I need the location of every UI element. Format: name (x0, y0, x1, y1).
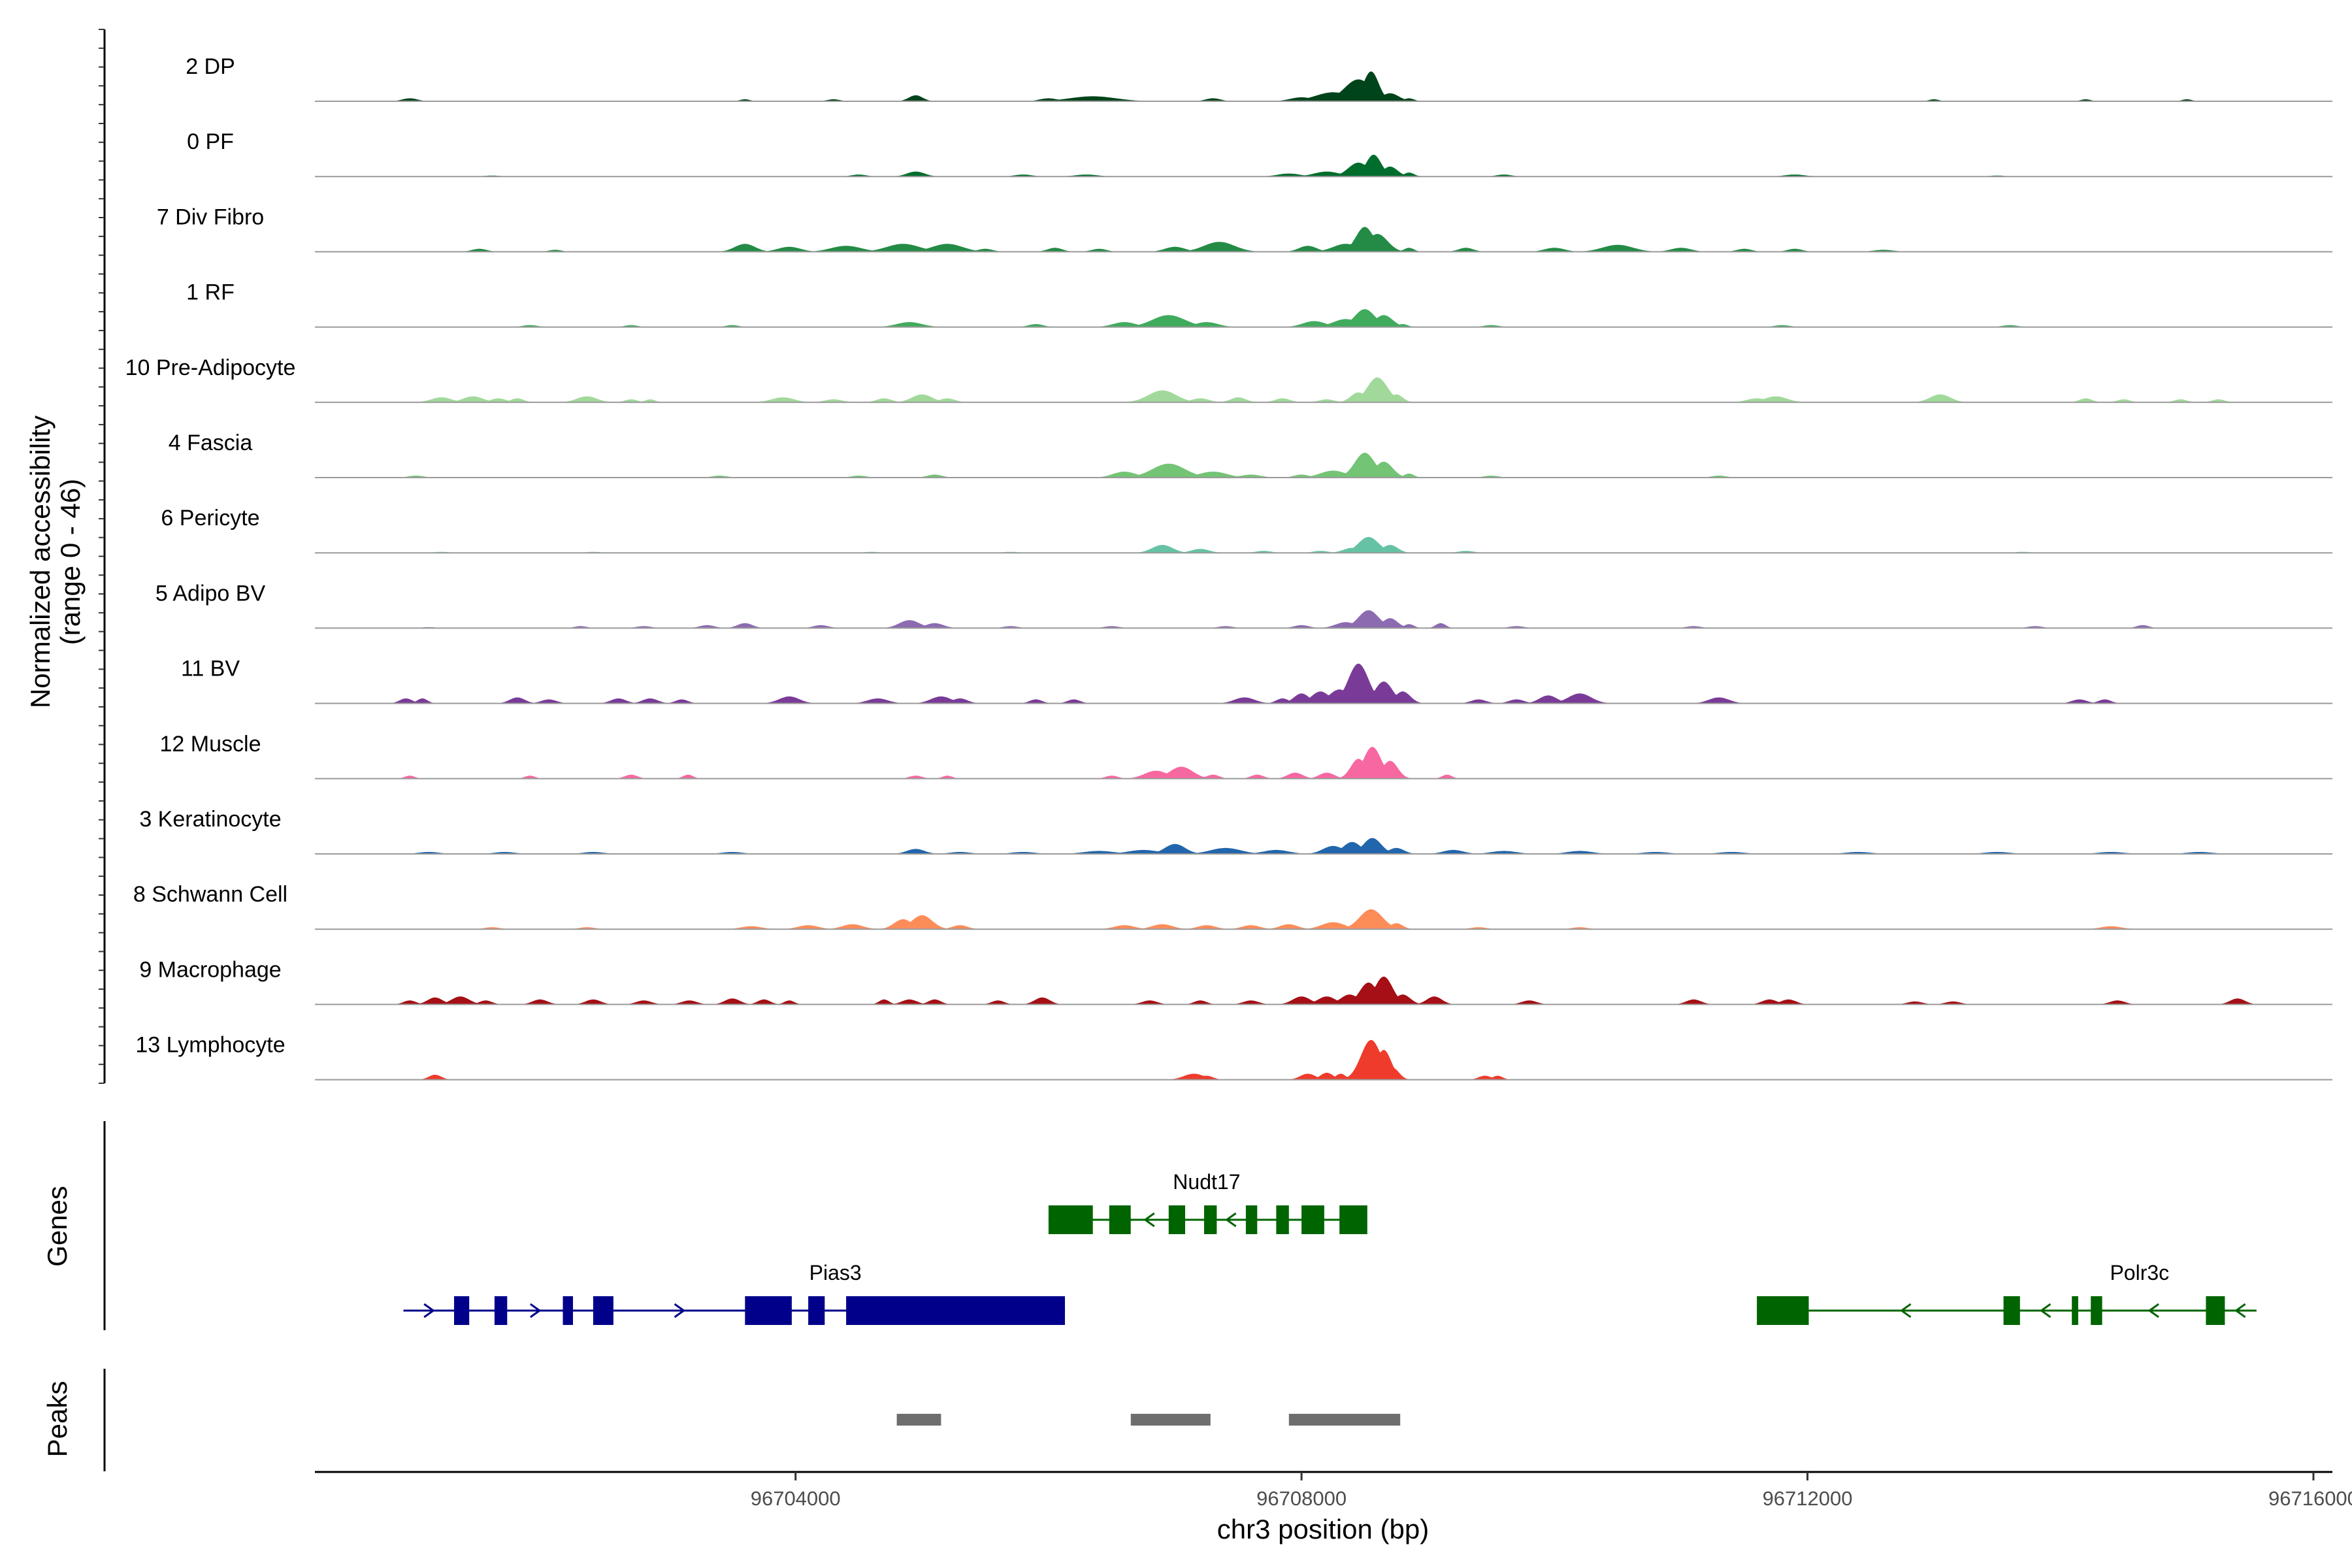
track-9-macrophage: 9 Macrophage (139, 957, 2333, 1005)
coverage-area (315, 747, 2333, 779)
track-8-schwann-cell: 8 Schwann Cell (133, 882, 2333, 930)
track-0-pf: 0 PF (187, 129, 2333, 178)
track-5-adipo-bv: 5 Adipo BV (155, 581, 2333, 629)
track-6-pericyte: 6 Pericyte (161, 506, 2333, 554)
coverage-area (315, 976, 2333, 1005)
gene-exon (2091, 1296, 2102, 1325)
gene-name: Polr3c (2110, 1261, 2169, 1284)
x-tick-label: 96712000 (1763, 1487, 1853, 1510)
peaks-panel: Peaks (42, 1369, 1401, 1471)
strand-arrow (530, 1303, 542, 1318)
genes-panel-title: Genes (42, 1186, 73, 1267)
gene-exon (2003, 1296, 2020, 1325)
coverage-area (315, 71, 2333, 101)
gene-exon (1339, 1205, 1367, 1234)
gene-exon (593, 1296, 613, 1325)
gene-exon (563, 1296, 573, 1325)
genes-panel: Genes Nudt17 Pias3 Polr3c (42, 1121, 2257, 1330)
gene-exon (494, 1296, 508, 1325)
track-label: 7 Div Fibro (157, 204, 264, 229)
coverage-area (315, 453, 2333, 478)
gene-exon (745, 1296, 792, 1325)
peak-region (1130, 1414, 1211, 1426)
peaks-panel-title: Peaks (42, 1381, 73, 1458)
gene-exon (1301, 1205, 1324, 1234)
coverage-area (315, 227, 2333, 252)
gene-exon (454, 1296, 470, 1325)
track-label: 2 DP (186, 54, 235, 79)
track-label: 1 RF (186, 280, 235, 305)
gene-polr3c: Polr3c (1757, 1261, 2257, 1325)
x-tick-label: 96704000 (751, 1487, 841, 1510)
gene-exon (1276, 1205, 1289, 1234)
gene-exon (1048, 1205, 1093, 1234)
track-label: 0 PF (187, 129, 234, 154)
coverage-area (315, 610, 2333, 629)
coverage-area (315, 377, 2333, 402)
gene-exon (846, 1296, 1065, 1325)
track-3-keratinocyte: 3 Keratinocyte (139, 807, 2333, 855)
track-label: 3 Keratinocyte (139, 807, 281, 832)
track-label: 10 Pre-Adipocyte (125, 355, 296, 380)
peak-region (896, 1414, 941, 1426)
track-label: 8 Schwann Cell (133, 882, 287, 907)
gene-exon (2206, 1296, 2225, 1325)
strand-arrow (2039, 1303, 2051, 1318)
y-axis: Normalized accessibility (range 0 - 46) (25, 29, 106, 1084)
gene-name: Nudt17 (1173, 1170, 1240, 1194)
track-4-fascia: 4 Fascia (169, 431, 2333, 478)
track-label: 11 BV (181, 657, 240, 681)
coverage-area (315, 154, 2333, 177)
coverage-area (315, 536, 2333, 553)
x-tick-label: 96716000 (2268, 1487, 2352, 1510)
strand-arrow (1143, 1212, 1155, 1228)
coverage-area (315, 663, 2333, 704)
coverage-area (315, 1039, 2333, 1080)
strand-arrow (674, 1303, 686, 1318)
gene-exon (2072, 1296, 2078, 1325)
track-13-lymphocyte: 13 Lymphocyte (135, 1033, 2333, 1081)
gene-pias3: Pias3 (403, 1261, 1066, 1325)
track-label: 5 Adipo BV (155, 581, 266, 606)
coverage-area (315, 909, 2333, 930)
x-axis-title: chr3 position (bp) (1217, 1514, 1429, 1544)
y-axis-title-line-1: Normalized accessibility (25, 416, 56, 708)
track-2-dp: 2 DP (186, 54, 2333, 102)
coverage-area (315, 309, 2333, 327)
strand-arrow (2234, 1303, 2246, 1318)
track-label: 12 Muscle (160, 732, 261, 757)
track-7-div-fibro: 7 Div Fibro (157, 204, 2333, 253)
gene-nudt17: Nudt17 (1048, 1170, 1367, 1234)
gene-name: Pias3 (809, 1261, 862, 1284)
x-axis: chr3 position (bp) 96704000 96708000 96712… (315, 1471, 2352, 1544)
strand-arrow (1899, 1303, 1912, 1318)
track-12-muscle: 12 Muscle (160, 732, 2333, 779)
y-axis-title-line-2: (range 0 - 46) (55, 479, 86, 645)
gene-exon (1757, 1296, 1809, 1325)
track-label: 13 Lymphocyte (135, 1033, 285, 1058)
gene-exon (808, 1296, 825, 1325)
gene-exon (1168, 1205, 1185, 1234)
peak-region (1288, 1414, 1401, 1426)
track-1-rf: 1 RF (186, 280, 2333, 328)
x-tick-label: 96708000 (1256, 1487, 1347, 1510)
track-label: 9 Macrophage (139, 957, 281, 982)
coverage-tracks: 2 DP 0 PF 7 Div Fibro 1 RF 10 Pre-Adipocyte 4… (125, 54, 2333, 1081)
track-11-bv: 11 BV (181, 657, 2333, 704)
track-label: 4 Fascia (169, 431, 253, 455)
gene-exon (1204, 1205, 1217, 1234)
track-10-pre-adipocyte: 10 Pre-Adipocyte (125, 355, 2333, 403)
strand-arrow (1225, 1212, 1237, 1228)
gene-exon (1109, 1205, 1131, 1234)
coverage-area (315, 838, 2333, 854)
gene-exon (1245, 1205, 1258, 1234)
track-label: 6 Pericyte (161, 506, 259, 531)
strand-arrow (2148, 1303, 2159, 1318)
strand-arrow (423, 1303, 435, 1318)
